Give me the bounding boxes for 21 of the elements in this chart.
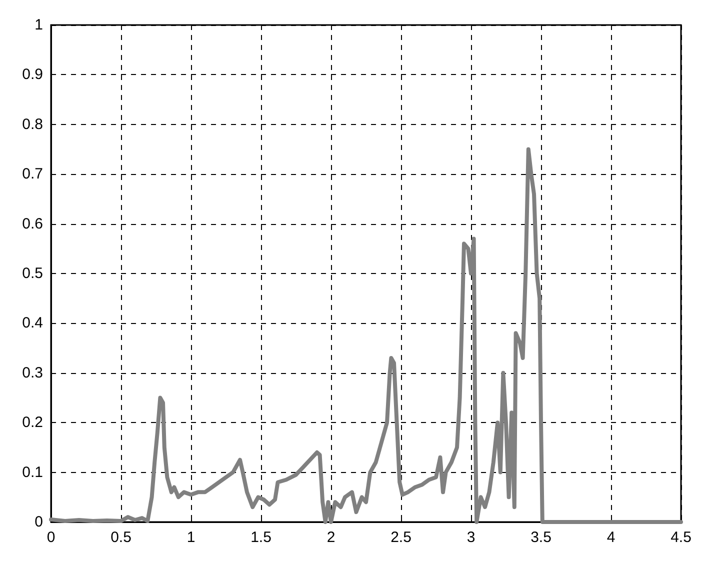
x-tick-label: 3 bbox=[466, 529, 476, 546]
y-tick-label: 1 bbox=[34, 16, 43, 34]
y-tick-label: 0.7 bbox=[22, 166, 43, 183]
y-tick-label: 0.5 bbox=[22, 265, 43, 282]
x-tick-label: 4 bbox=[606, 529, 616, 546]
x-tick-label: 0 bbox=[46, 529, 56, 546]
y-tick-label: 0.3 bbox=[22, 364, 43, 382]
y-tick-label: 0.9 bbox=[22, 66, 43, 84]
y-tick-label: 0.4 bbox=[22, 314, 43, 332]
x-tick-label: 1 bbox=[186, 529, 196, 546]
y-tick-label: 0.2 bbox=[22, 414, 43, 432]
y-tick-label: 0 bbox=[34, 514, 43, 530]
x-tick-label: 3.5 bbox=[530, 529, 552, 546]
y-tick-label: 0.1 bbox=[22, 464, 43, 481]
x-tick-label: 2 bbox=[326, 529, 336, 546]
x-tick-label: 4.5 bbox=[670, 529, 692, 546]
x-tick-label: 1.5 bbox=[250, 529, 272, 546]
x-tick-label: 0.5 bbox=[110, 529, 132, 546]
x-tick-label: 2.5 bbox=[390, 529, 412, 546]
y-tick-label: 0.6 bbox=[22, 215, 43, 232]
y-tick-label: 0.8 bbox=[22, 116, 43, 133]
